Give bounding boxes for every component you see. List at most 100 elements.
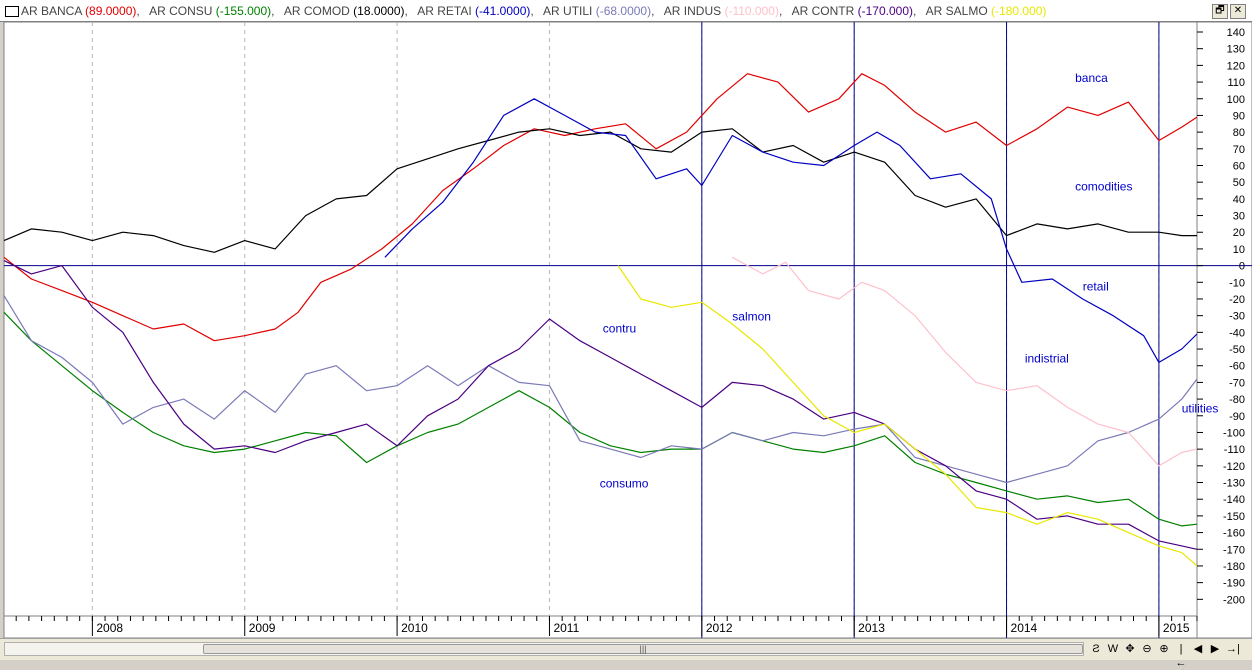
legend-item-name: AR INDUS bbox=[663, 4, 725, 18]
x-tick-label: 2009 bbox=[249, 621, 276, 635]
annotation-label: indistrial bbox=[1025, 351, 1069, 365]
x-tick-label: 2014 bbox=[1011, 621, 1038, 635]
horizontal-scrollbar[interactable]: ||| bbox=[4, 642, 1084, 656]
y-tick-label: 30 bbox=[1233, 211, 1245, 223]
y-tick-label: 50 bbox=[1233, 177, 1245, 189]
close-button[interactable]: ✕ bbox=[1230, 4, 1246, 19]
legend-item-name: AR RETAI bbox=[417, 4, 475, 18]
annotation-label: comodities bbox=[1075, 180, 1132, 194]
y-tick-label: -200 bbox=[1223, 594, 1245, 606]
y-tick-label: -60 bbox=[1229, 361, 1245, 373]
y-tick-label: -100 bbox=[1223, 427, 1245, 439]
series-line bbox=[732, 256, 1198, 467]
legend-item: AR CONTR (-170.000), bbox=[791, 4, 920, 18]
nav-control[interactable]: ⊖ bbox=[1142, 643, 1152, 655]
legend-item-name: AR CONTR bbox=[791, 4, 858, 18]
y-tick-label: 140 bbox=[1227, 27, 1245, 39]
annotation-label: salmon bbox=[732, 310, 771, 324]
nav-control[interactable]: |← bbox=[1175, 643, 1187, 669]
legend-items: AR BANCA (89.0000), AR CONSU (-155.000),… bbox=[21, 4, 1052, 18]
legend-item-name: AR CONSU bbox=[149, 4, 216, 18]
navigation-controls: Ƨ W ✥ ⊖ ⊕ |← ◀ ▶ →| bbox=[1090, 642, 1240, 669]
y-tick-label: -120 bbox=[1223, 461, 1245, 473]
nav-control[interactable]: Ƨ bbox=[1092, 643, 1100, 655]
legend-item-name: AR BANCA bbox=[21, 4, 86, 18]
annotation-label: banca bbox=[1075, 71, 1108, 85]
legend-item: AR COMOD (18.0000), bbox=[283, 4, 412, 18]
plot-area bbox=[3, 22, 1198, 617]
y-tick-label: -140 bbox=[1223, 494, 1245, 506]
y-tick-label: 130 bbox=[1227, 44, 1245, 56]
series-line bbox=[384, 98, 1198, 363]
y-tick-label: 100 bbox=[1227, 94, 1245, 106]
x-tick-label: 2013 bbox=[858, 621, 885, 635]
y-tick-label: 110 bbox=[1227, 77, 1245, 89]
legend-item: AR CONSU (-155.000), bbox=[149, 4, 278, 18]
y-tick-label: 80 bbox=[1233, 127, 1245, 139]
y-tick-label: -150 bbox=[1223, 511, 1245, 523]
y-tick-label: -110 bbox=[1224, 444, 1245, 456]
legend-item-name: AR COMOD bbox=[283, 4, 354, 18]
y-tick-label: 90 bbox=[1233, 110, 1245, 122]
legend-item: AR SALMO (-180.000) bbox=[926, 4, 1047, 18]
y-tick-label: -20 bbox=[1229, 294, 1245, 306]
y-tick-label: -40 bbox=[1229, 327, 1245, 339]
legend-item-value: (-155.000) bbox=[215, 4, 272, 18]
annotation-label: contru bbox=[603, 321, 636, 335]
nav-control[interactable]: ✥ bbox=[1125, 643, 1135, 655]
y-tick-label: -30 bbox=[1229, 311, 1245, 323]
y-tick-label: -130 bbox=[1223, 478, 1245, 490]
legend-item-value: (89.0000) bbox=[85, 4, 137, 18]
nav-control[interactable]: ◀ bbox=[1193, 643, 1203, 655]
y-tick-label: 20 bbox=[1233, 227, 1245, 239]
chart-icon bbox=[5, 6, 19, 17]
legend-bar: AR BANCA (89.0000), AR CONSU (-155.000),… bbox=[0, 0, 1252, 22]
legend-item-value: (18.0000) bbox=[353, 4, 405, 18]
nav-control[interactable]: W bbox=[1107, 643, 1119, 655]
bottom-toolbar: ||| Ƨ W ✥ ⊖ ⊕ |← ◀ ▶ →| bbox=[0, 638, 1252, 669]
restore-button[interactable]: 🗗 bbox=[1212, 4, 1228, 19]
x-tick-label: 2012 bbox=[706, 621, 733, 635]
legend-item-name: AR SALMO bbox=[925, 4, 992, 18]
y-tick-label: -70 bbox=[1229, 377, 1245, 389]
nav-control[interactable]: →| bbox=[1226, 643, 1240, 655]
legend-item-name: AR UTILI bbox=[543, 4, 596, 18]
annotation-label: consumo bbox=[600, 477, 649, 491]
x-tick-label: 2015 bbox=[1163, 621, 1190, 635]
legend-item-value: (-110.000) bbox=[724, 4, 779, 18]
series-line bbox=[3, 73, 1198, 342]
y-tick-label: -170 bbox=[1223, 544, 1245, 556]
scrollbar-thumb[interactable]: ||| bbox=[203, 644, 1083, 654]
y-tick-label: -90 bbox=[1229, 411, 1245, 423]
y-tick-label: -180 bbox=[1223, 561, 1245, 573]
annotation-label: utilities bbox=[1182, 401, 1219, 415]
legend-item: AR UTILI (-68.0000), bbox=[543, 4, 658, 18]
series-line bbox=[3, 260, 1198, 550]
series-line bbox=[617, 265, 1198, 567]
legend-item-value: (-170.000) bbox=[857, 4, 913, 18]
series-line bbox=[3, 311, 1198, 527]
legend-item-value: (-41.0000) bbox=[475, 4, 531, 18]
legend-item: AR RETAI (-41.0000), bbox=[417, 4, 538, 18]
line-chart: banca comodities retail contru salmon indistr… bbox=[0, 22, 1252, 638]
y-tick-label: 70 bbox=[1233, 144, 1245, 156]
series-line bbox=[3, 128, 1197, 253]
nav-control[interactable]: ⊕ bbox=[1159, 643, 1169, 655]
y-tick-label: 40 bbox=[1233, 194, 1245, 206]
series-line bbox=[3, 295, 1198, 484]
nav-control[interactable]: ▶ bbox=[1210, 643, 1220, 655]
window-controls: 🗗 ✕ bbox=[1212, 4, 1246, 19]
legend-item: AR BANCA (89.0000), bbox=[21, 4, 144, 18]
y-tick-label: 10 bbox=[1233, 244, 1245, 256]
x-tick-label: 2011 bbox=[553, 621, 579, 635]
y-tick-label: 120 bbox=[1227, 60, 1245, 72]
annotation-label: retail bbox=[1083, 280, 1109, 294]
x-tick-label: 2010 bbox=[401, 621, 428, 635]
y-tick-label: -80 bbox=[1229, 394, 1245, 406]
y-tick-label: 60 bbox=[1233, 160, 1245, 172]
y-tick-label: -10 bbox=[1229, 277, 1245, 289]
y-tick-label: -190 bbox=[1223, 578, 1245, 590]
legend-item: AR INDUS (-110.000), bbox=[663, 4, 786, 18]
y-tick-label: -50 bbox=[1229, 344, 1245, 356]
legend-item-value: (-180.000) bbox=[991, 4, 1047, 18]
